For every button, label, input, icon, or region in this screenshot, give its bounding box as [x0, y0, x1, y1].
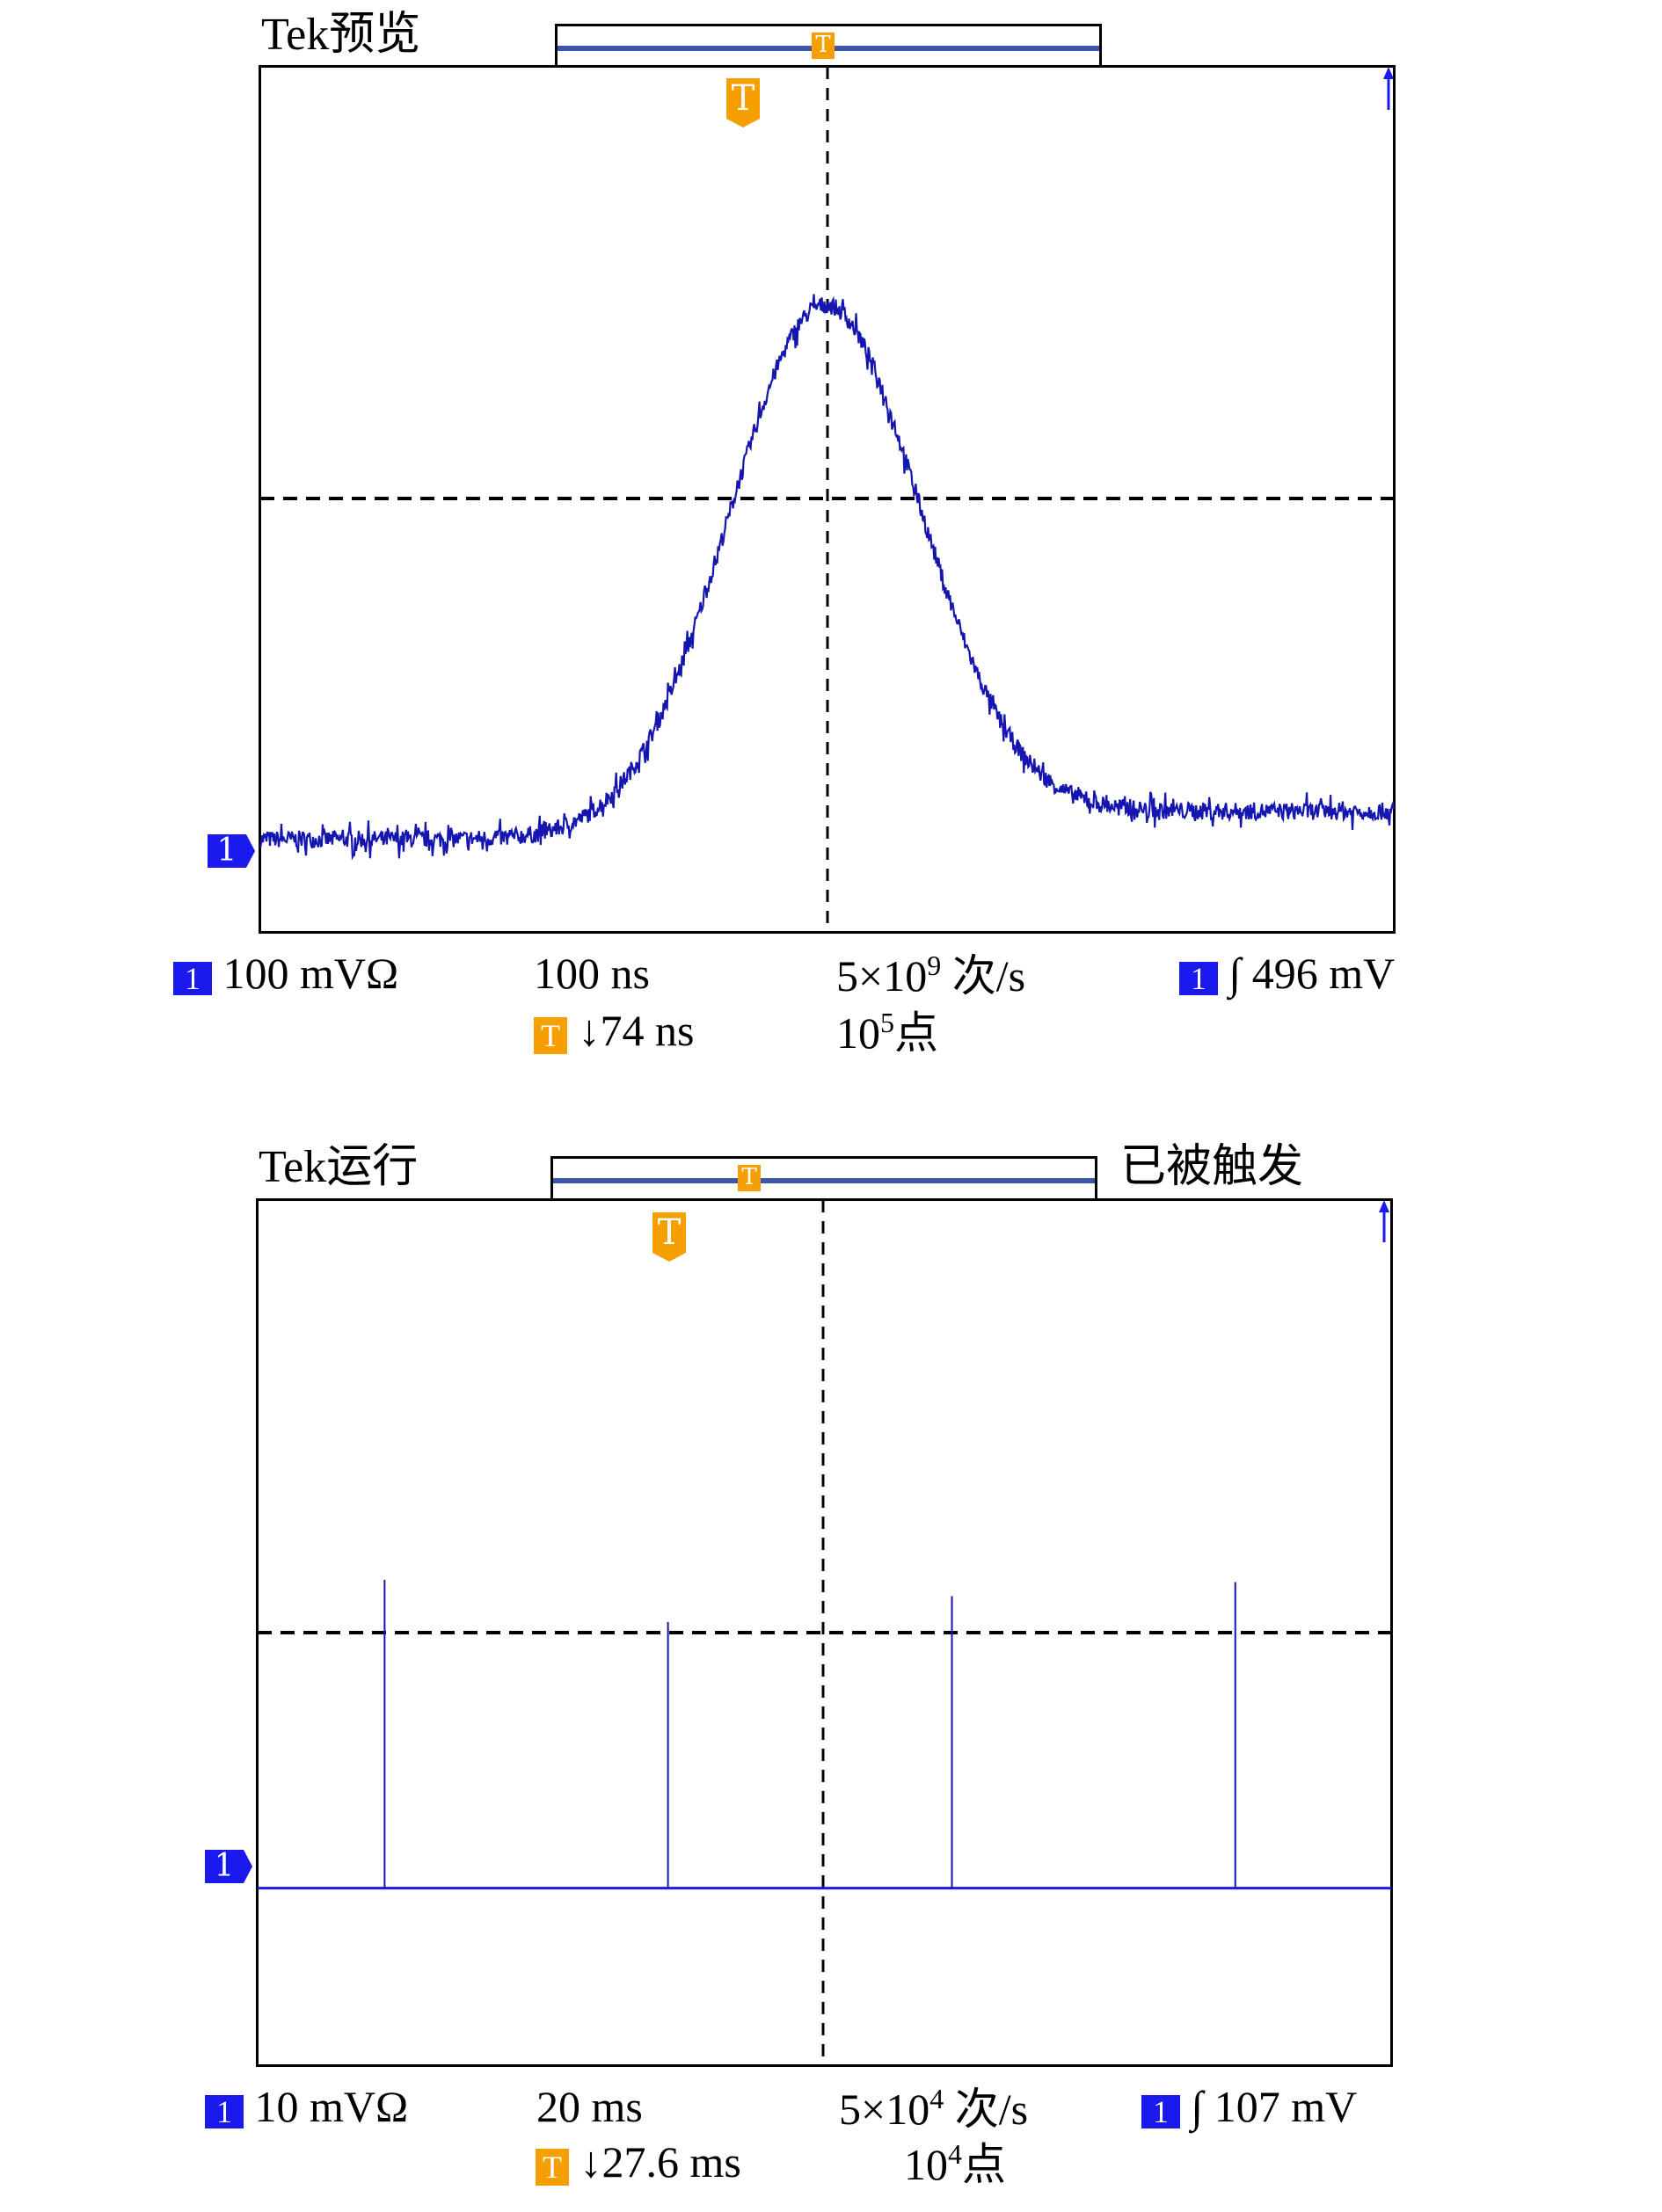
waveform-trace: [258, 1580, 1391, 1890]
trigger-marker[interactable]: T: [726, 78, 760, 127]
sample-rate-unit: 次/s: [941, 951, 1026, 1000]
sample-rate: 5×104 次/s: [839, 2085, 1028, 2131]
sample-rate-exp: 4: [929, 2083, 944, 2114]
trigger-position-marker-small: T: [812, 33, 835, 59]
trigger-level-arrow-icon: [1379, 1200, 1389, 1242]
trigger-position-readout: T ↓27.6 ms: [536, 2140, 741, 2186]
panel-title: Tek预览: [261, 10, 421, 60]
sample-rate-base: 5×10: [839, 2085, 930, 2134]
record-overview-bar[interactable]: [550, 1156, 1097, 1199]
trigger-level: 107 mV: [1214, 2082, 1358, 2131]
sample-rate-unit: 次/s: [944, 2085, 1029, 2134]
trigger-readout: 1 ∫ 107 mV: [1141, 2085, 1357, 2128]
timebase: 100 ns: [534, 949, 650, 998]
trigger-level-arrow-icon: [1383, 67, 1394, 110]
plot-1-svg: [259, 67, 1396, 932]
trigger-readout: 1 ∫ 496 mV: [1179, 951, 1395, 995]
channel-readout: 1 10 mVΩ: [205, 2085, 408, 2128]
channel-box: 1: [205, 2094, 244, 2128]
trigger-box: T: [534, 1016, 567, 1054]
trigger-status: 已被触发: [1120, 1142, 1304, 1192]
timebase: 20 ms: [536, 2082, 643, 2131]
trigger-channel-box: 1: [1179, 961, 1218, 995]
waveform-path: [259, 294, 1396, 861]
vertical-scale: 100 mVΩ: [222, 949, 399, 998]
vertical-scale: 10 mVΩ: [254, 2082, 409, 2131]
trigger-marker[interactable]: T: [652, 1212, 686, 1262]
channel-1-marker[interactable]: 1: [205, 1850, 252, 1883]
sample-rate-exp: 9: [927, 950, 942, 981]
record-unit: 点: [894, 1008, 938, 1058]
channel-box: 1: [173, 961, 212, 995]
trigger-level: 496 mV: [1251, 949, 1396, 998]
waveform-trace: [259, 294, 1396, 861]
record-exp: 5: [880, 1007, 894, 1038]
trigger-position-marker-small: T: [738, 1165, 761, 1191]
record-unit: 点: [962, 2140, 1006, 2189]
trigger-position: ↓27.6 ms: [580, 2137, 741, 2187]
trigger-position-readout: T ↓74 ns: [534, 1008, 694, 1054]
trigger-slope-icon: ∫: [1191, 2082, 1204, 2131]
record-base: 10: [836, 1008, 880, 1058]
record-exp: 4: [948, 2138, 962, 2170]
record-base: 10: [904, 2140, 948, 2189]
trigger-position: ↓74 ns: [578, 1006, 695, 1055]
record-length: 105点: [836, 1008, 938, 1055]
trigger-box: T: [536, 2148, 569, 2186]
sample-rate-base: 5×10: [836, 951, 928, 1000]
record-window: [553, 1178, 1095, 1183]
trigger-channel-box: 1: [1141, 2094, 1180, 2128]
panel-title: Tek运行: [259, 1142, 419, 1192]
channel-1-marker[interactable]: 1: [208, 834, 255, 868]
record-length: 104点: [904, 2140, 1006, 2187]
trigger-slope-icon: ∫: [1228, 949, 1242, 998]
channel-readout: 1 100 mVΩ: [173, 951, 398, 995]
sample-rate: 5×109 次/s: [836, 951, 1025, 998]
